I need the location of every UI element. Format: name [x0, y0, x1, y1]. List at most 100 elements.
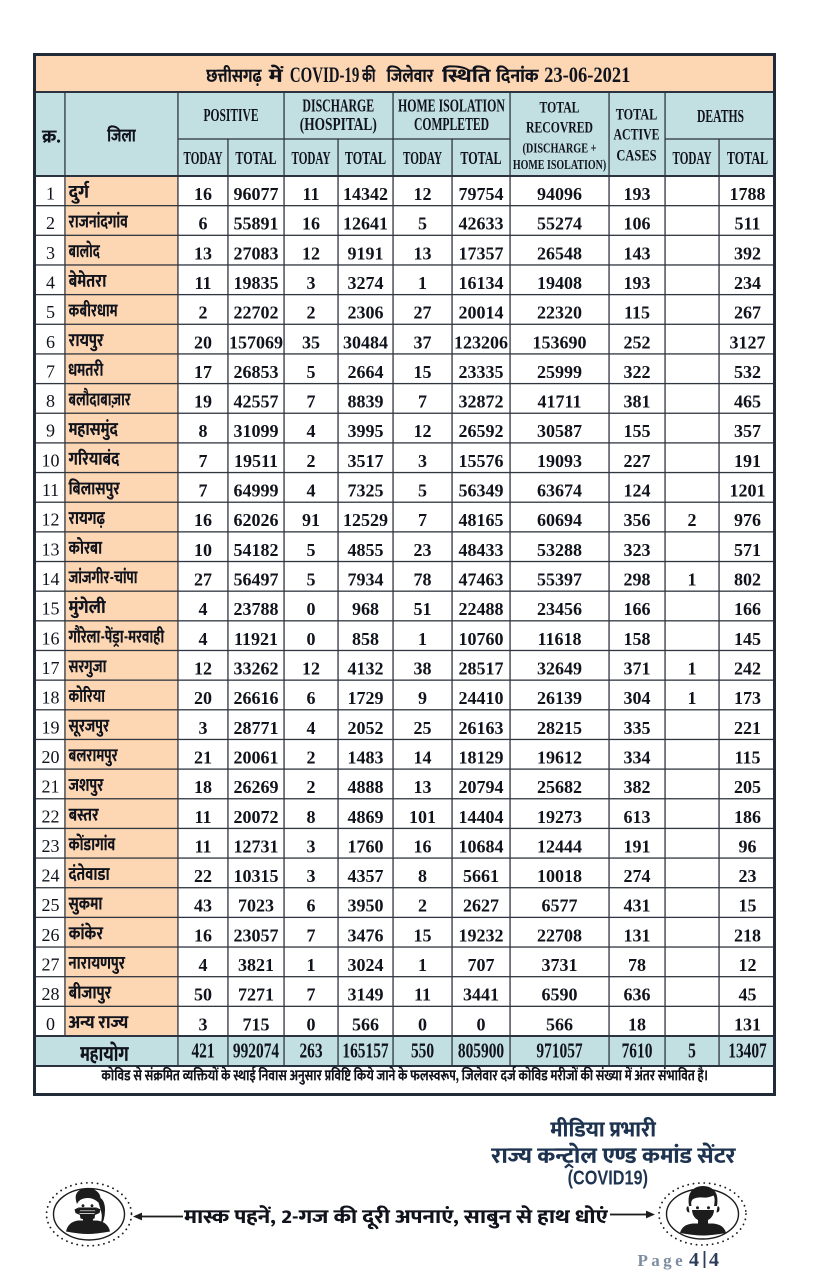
svg-text:10760: 10760: [459, 629, 504, 649]
svg-text:14: 14: [414, 747, 432, 767]
svg-text:8: 8: [307, 807, 316, 827]
svg-text:613: 613: [624, 807, 651, 827]
svg-text:7934: 7934: [348, 570, 384, 590]
svg-text:17: 17: [42, 658, 60, 678]
svg-text:6577: 6577: [542, 896, 578, 916]
svg-text:0: 0: [307, 1014, 316, 1034]
svg-text:11: 11: [194, 836, 211, 856]
svg-text:252: 252: [624, 332, 651, 352]
svg-text:7023: 7023: [238, 896, 274, 916]
svg-text:4357: 4357: [348, 866, 384, 886]
svg-text:Page: Page: [638, 1251, 687, 1270]
svg-text:22320: 22320: [537, 303, 582, 323]
svg-text:566: 566: [546, 1014, 573, 1034]
svg-text:16: 16: [42, 628, 60, 648]
svg-text:335: 335: [624, 718, 651, 738]
svg-text:115: 115: [734, 747, 760, 767]
svg-text:ACTIVE: ACTIVE: [614, 127, 660, 144]
svg-text:21: 21: [194, 747, 212, 767]
svg-text:25: 25: [414, 718, 432, 738]
svg-text:7271: 7271: [238, 985, 274, 1005]
svg-text:971057: 971057: [536, 1041, 582, 1063]
svg-text:5: 5: [418, 481, 427, 501]
svg-text:60694: 60694: [537, 510, 582, 530]
svg-text:2: 2: [46, 213, 55, 233]
svg-text:9191: 9191: [348, 243, 384, 263]
svg-text:33262: 33262: [234, 658, 279, 678]
svg-text:153690: 153690: [533, 332, 587, 352]
svg-text:124: 124: [624, 481, 651, 501]
svg-text:2: 2: [688, 510, 697, 530]
svg-text:10684: 10684: [459, 836, 504, 856]
svg-text:12: 12: [739, 955, 757, 975]
svg-text:19: 19: [42, 717, 60, 737]
svg-text:3517: 3517: [348, 451, 384, 471]
svg-text:323: 323: [624, 540, 651, 560]
svg-text:20: 20: [42, 747, 60, 767]
svg-text:56349: 56349: [459, 481, 504, 501]
svg-text:2: 2: [418, 896, 427, 916]
svg-text:13: 13: [414, 243, 432, 263]
svg-text:22702: 22702: [234, 303, 279, 323]
svg-text:22708: 22708: [537, 925, 582, 945]
svg-text:11: 11: [414, 985, 431, 1005]
svg-text:HOME ISOLATION: HOME ISOLATION: [398, 96, 505, 116]
svg-text:26269: 26269: [234, 777, 279, 797]
svg-text:96077: 96077: [234, 184, 279, 204]
svg-text:1483: 1483: [348, 747, 384, 767]
svg-text:7: 7: [46, 361, 55, 381]
svg-text:191: 191: [624, 836, 651, 856]
svg-text:166: 166: [624, 599, 651, 619]
svg-text:131: 131: [734, 1014, 761, 1034]
svg-text:11: 11: [194, 273, 211, 293]
svg-text:7610: 7610: [622, 1041, 653, 1063]
svg-text:TODAY: TODAY: [292, 148, 331, 168]
svg-text:3821: 3821: [238, 955, 274, 975]
svg-text:30484: 30484: [343, 332, 388, 352]
svg-text:23-06-2021: 23-06-2021: [544, 62, 630, 87]
svg-text:15576: 15576: [459, 451, 504, 471]
svg-text:20794: 20794: [459, 777, 504, 797]
svg-text:356: 356: [624, 510, 651, 530]
svg-text:131: 131: [624, 925, 651, 945]
svg-text:COVID-19: COVID-19: [290, 62, 359, 87]
svg-text:9: 9: [46, 421, 55, 441]
svg-text:7: 7: [307, 392, 316, 412]
svg-text:16: 16: [194, 510, 212, 530]
svg-text:12: 12: [414, 421, 432, 441]
svg-text:20014: 20014: [459, 303, 504, 323]
svg-text:4888: 4888: [348, 777, 384, 797]
svg-text:TODAY: TODAY: [403, 148, 442, 168]
svg-text:14404: 14404: [459, 807, 504, 827]
svg-text:155: 155: [624, 421, 651, 441]
svg-text:23335: 23335: [459, 362, 504, 382]
svg-text:64999: 64999: [234, 481, 279, 501]
svg-text:7: 7: [307, 925, 316, 945]
svg-text:16: 16: [414, 836, 432, 856]
svg-text:96: 96: [739, 836, 757, 856]
svg-text:17: 17: [194, 362, 212, 382]
svg-text:26616: 26616: [234, 688, 279, 708]
svg-text:20: 20: [194, 688, 212, 708]
svg-text:8: 8: [46, 391, 55, 411]
svg-text:1: 1: [418, 629, 427, 649]
svg-text:26: 26: [42, 925, 60, 945]
svg-text:2: 2: [307, 451, 316, 471]
svg-text:19408: 19408: [537, 273, 582, 293]
svg-text:0: 0: [477, 1014, 486, 1034]
svg-text:23: 23: [42, 836, 60, 856]
svg-text:12: 12: [42, 510, 60, 530]
svg-text:465: 465: [734, 392, 761, 412]
svg-text:4: 4: [307, 421, 316, 441]
svg-text:3024: 3024: [348, 955, 384, 975]
svg-text:21: 21: [42, 777, 60, 797]
svg-text:992074: 992074: [233, 1041, 279, 1063]
svg-text:715: 715: [243, 1014, 270, 1034]
svg-text:304: 304: [624, 688, 651, 708]
svg-text:371: 371: [624, 658, 651, 678]
svg-text:TODAY: TODAY: [184, 148, 223, 168]
svg-text:DEATHS: DEATHS: [697, 106, 744, 126]
svg-text:4: 4: [307, 481, 316, 501]
svg-text:0: 0: [307, 629, 316, 649]
svg-text:382: 382: [624, 777, 651, 797]
